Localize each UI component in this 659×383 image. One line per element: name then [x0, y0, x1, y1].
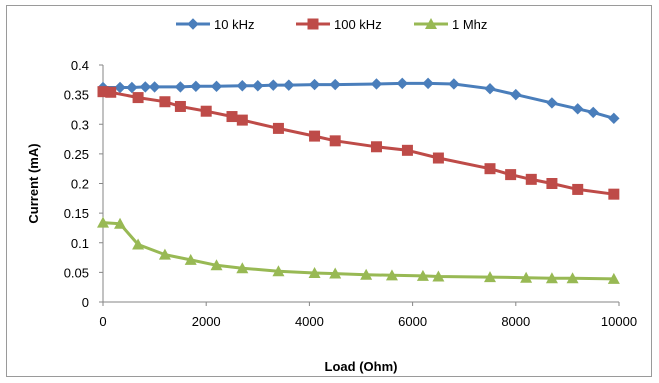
data-point-diamond [329, 78, 341, 91]
data-point-triangle [329, 267, 342, 279]
data-point-triangle [416, 269, 429, 281]
data-point-diamond [448, 78, 460, 90]
y-axis-title: Current (mA) [26, 143, 41, 223]
x-tick-label: 8000 [501, 314, 530, 329]
series-line [102, 221, 614, 281]
data-point-square [132, 92, 144, 104]
data-point-triangle [360, 268, 373, 280]
data-point-square [572, 183, 584, 195]
data-point-square [307, 18, 319, 30]
y-tick-label: 0.25 [64, 147, 89, 162]
data-point-diamond [190, 80, 202, 93]
series-2 [97, 216, 620, 284]
data-point-diamond [546, 97, 558, 109]
data-point-triangle [184, 253, 197, 265]
data-point-square [105, 86, 117, 98]
data-point-triangle [607, 272, 620, 284]
data-point-diamond [210, 80, 223, 93]
data-point-triangle [272, 265, 285, 277]
legend-label: 1 Mhz [452, 17, 487, 32]
data-point-square [401, 144, 413, 156]
x-tick-label: 0 [99, 314, 106, 329]
x-axis-ticks: 0 2000 4000 6000 8000 10000 [99, 302, 637, 329]
x-tick-label: 10000 [601, 314, 637, 329]
data-point-triangle [425, 18, 437, 29]
series-1 [97, 86, 620, 200]
x-tick-label: 4000 [295, 314, 324, 329]
data-point-square [432, 152, 444, 164]
data-point-square [236, 114, 248, 126]
data-point-diamond [114, 81, 126, 94]
data-point-diamond [608, 112, 620, 125]
y-tick-label: 0.15 [64, 206, 89, 221]
legend-item: 100 kHz [296, 17, 382, 32]
data-point-triangle [236, 262, 249, 274]
data-point-triangle [132, 238, 145, 250]
data-point-diamond [510, 88, 522, 101]
data-point-diamond [308, 78, 321, 91]
data-point-diamond [252, 80, 264, 92]
y-tick-label: 0.1 [71, 236, 89, 251]
legend-label: 100 kHz [334, 17, 382, 32]
data-point-triangle [545, 272, 558, 284]
y-tick-label: 0.35 [64, 88, 89, 103]
data-point-square [608, 188, 620, 200]
data-point-square [174, 100, 186, 112]
data-point-square [484, 163, 496, 175]
data-point-square [159, 96, 171, 108]
data-point-square [546, 178, 558, 189]
data-point-square [226, 111, 238, 123]
data-point-triangle [520, 271, 533, 283]
data-point-triangle [97, 216, 109, 228]
data-point-square [505, 169, 517, 181]
data-point-diamond [139, 81, 152, 93]
data-point-diamond [283, 79, 295, 91]
data-point-diamond [126, 81, 138, 94]
y-tick-label: 0.05 [64, 265, 89, 280]
data-point-diamond [422, 77, 434, 90]
legend-item: 1 Mhz [414, 17, 487, 32]
y-tick-label: 0.2 [71, 177, 89, 192]
data-point-square [200, 105, 212, 117]
data-point-diamond [587, 106, 599, 119]
data-point-square [309, 130, 321, 142]
legend: 10 kHz 100 kHz 1 Mhz [176, 17, 487, 32]
data-point-diamond [396, 77, 408, 90]
data-point-triangle [158, 248, 171, 260]
data-point-diamond [174, 81, 187, 93]
series-0 [97, 77, 620, 125]
y-tick-label: 0 [82, 295, 89, 310]
data-point-square [329, 135, 341, 147]
data-point-triangle [385, 269, 398, 281]
data-point-triangle [308, 266, 321, 278]
legend-label: 10 kHz [214, 17, 254, 32]
x-tick-label: 6000 [398, 314, 427, 329]
x-tick-label: 2000 [192, 314, 221, 329]
data-point-square [272, 122, 284, 134]
series-layer [97, 77, 620, 284]
data-point-square [97, 86, 109, 98]
data-point-diamond [148, 81, 161, 93]
data-point-triangle [210, 259, 223, 271]
data-point-triangle [432, 270, 445, 282]
data-point-triangle [114, 217, 127, 229]
chart-frame [6, 5, 652, 377]
data-point-triangle [566, 272, 579, 284]
data-point-diamond [187, 18, 199, 30]
data-point-square [525, 173, 537, 185]
data-point-diamond [370, 78, 383, 90]
x-axis-title: Load (Ohm) [325, 359, 398, 374]
y-axis-ticks: 0 0.05 0.1 0.15 0.2 0.25 0.3 0.35 0.4 [64, 58, 103, 310]
legend-item: 10 kHz [176, 17, 254, 32]
data-point-diamond [236, 80, 249, 92]
data-point-diamond [572, 103, 584, 115]
data-point-diamond [267, 79, 279, 91]
data-point-triangle [484, 271, 496, 283]
y-tick-label: 0.3 [71, 117, 89, 132]
y-tick-label: 0.4 [71, 58, 89, 73]
data-point-diamond [484, 82, 496, 95]
data-point-square [370, 141, 382, 153]
